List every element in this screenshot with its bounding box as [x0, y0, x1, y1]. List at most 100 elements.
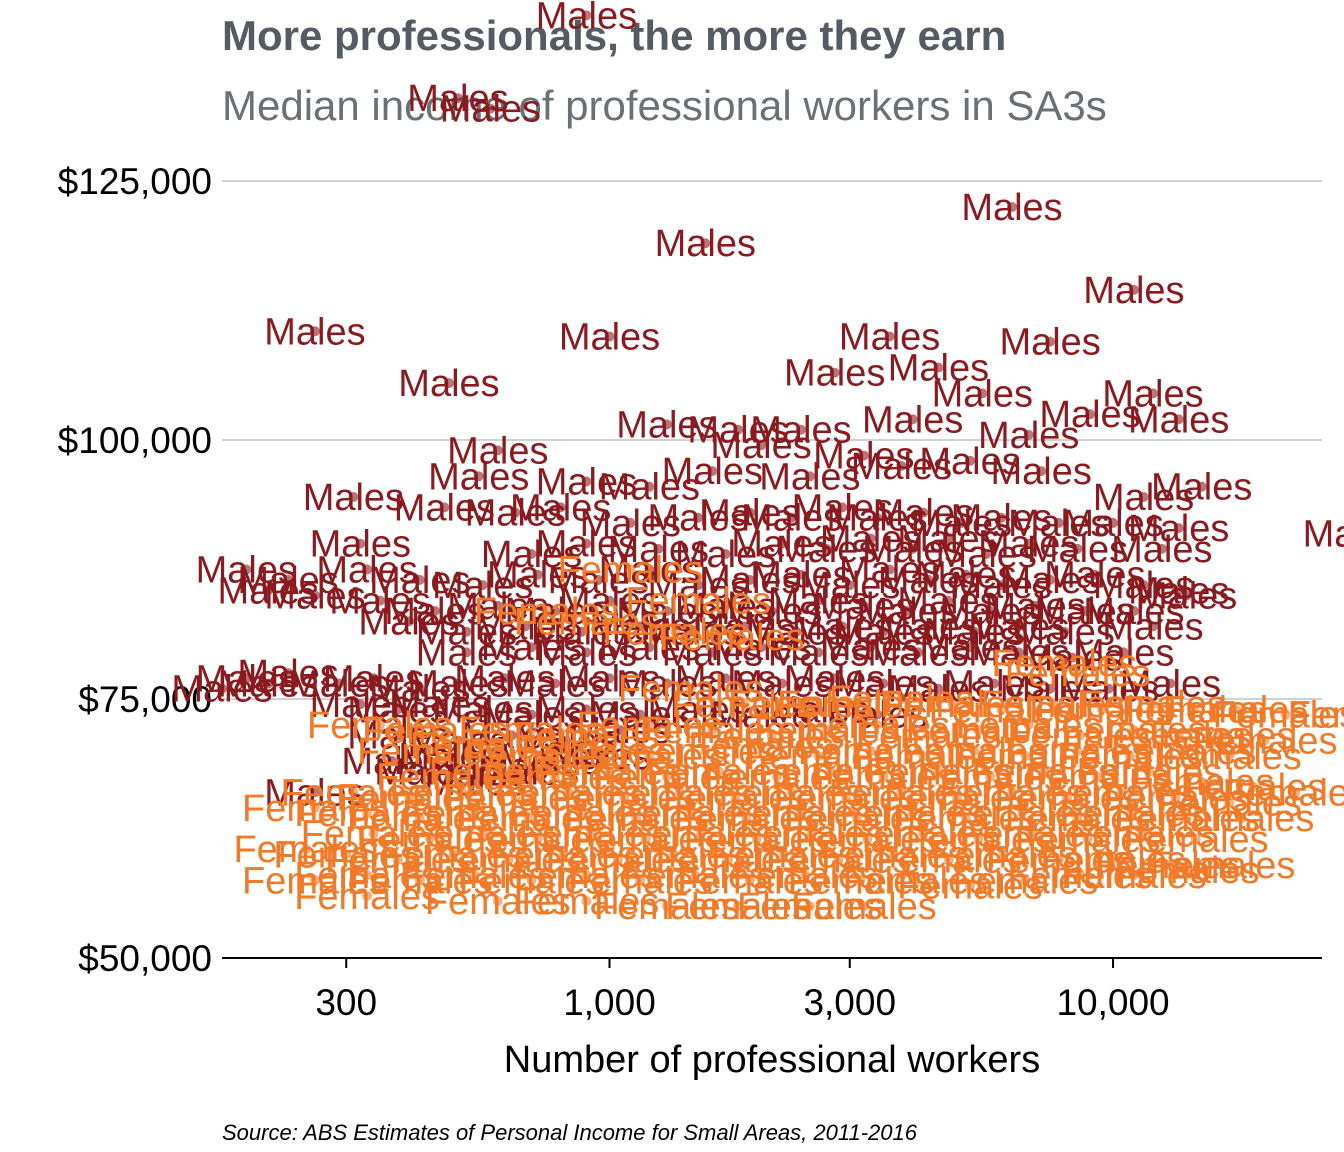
data-point [492, 445, 503, 456]
data-point [813, 751, 824, 761]
data-point [907, 543, 918, 554]
point-label: Females [971, 752, 1117, 794]
point-label: Males [919, 441, 1020, 483]
data-point [776, 538, 787, 549]
point-label: Females [829, 772, 975, 814]
data-point [1059, 657, 1070, 668]
data-point [492, 600, 503, 611]
point-label: Females [788, 860, 934, 902]
data-point [355, 538, 366, 549]
data-point [581, 476, 592, 487]
data-point [625, 564, 636, 575]
point-label: Males [1102, 607, 1203, 649]
point-label: Males [932, 373, 1033, 415]
data-point [1224, 797, 1235, 808]
data-point [1128, 870, 1139, 881]
data-point [1236, 813, 1247, 824]
point-label: Females [754, 710, 900, 752]
point-label: Males [310, 524, 411, 566]
data-point [644, 481, 655, 492]
data-point [362, 564, 373, 575]
data-point [996, 580, 1007, 591]
point-label: Females [1123, 819, 1269, 861]
data-point [756, 440, 767, 451]
data-point [923, 730, 934, 741]
data-point [844, 580, 855, 591]
data-point [965, 642, 976, 653]
data-point [1290, 787, 1301, 798]
data-point [461, 626, 472, 637]
data-point [355, 699, 366, 710]
point-label: Males [531, 612, 632, 654]
data-point [739, 621, 750, 632]
point-label: Females [294, 855, 440, 897]
point-label: Males [1128, 570, 1229, 612]
data-point [510, 507, 521, 518]
data-point [469, 776, 480, 787]
data-point [766, 605, 777, 616]
data-point [744, 875, 755, 886]
data-point [368, 673, 379, 684]
point-label: Females [521, 731, 667, 773]
point-label: Males [447, 586, 548, 628]
point-label: Females [758, 752, 904, 794]
data-point [362, 870, 373, 881]
point-label: Males [1136, 575, 1237, 617]
data-point [1162, 859, 1173, 870]
data-point [943, 854, 954, 865]
point-label: Females [632, 731, 778, 773]
point-label: Males [759, 456, 860, 498]
point-label: Females [1061, 855, 1207, 897]
data-point [942, 533, 953, 544]
data-point [907, 414, 918, 425]
data-point [309, 787, 320, 798]
data-point [1224, 751, 1235, 761]
data-point [544, 756, 555, 767]
data-point [960, 569, 971, 580]
point-label: Males [640, 612, 741, 654]
point-label: Males [310, 684, 411, 726]
point-label: Males [1102, 373, 1203, 415]
point-label: Females [325, 840, 471, 882]
data-point [477, 828, 488, 839]
data-point [837, 621, 848, 632]
point-label: Females [1103, 777, 1249, 819]
point-label: Females [1005, 653, 1151, 695]
point-label: Males [550, 736, 651, 778]
point-label: Females [273, 834, 419, 876]
data-point [581, 870, 592, 881]
point-label: Males [264, 311, 365, 353]
data-point [241, 673, 252, 684]
point-label: Females [1150, 715, 1296, 757]
data-point [1053, 854, 1064, 865]
point-label: Males [999, 560, 1100, 602]
data-point [661, 771, 672, 782]
point-label: Males [1022, 638, 1123, 680]
data-point [1108, 517, 1119, 528]
point-label: Females [601, 834, 747, 876]
point-label: Males [699, 560, 800, 602]
point-label: Females [711, 834, 857, 876]
point-label: Females [905, 819, 1051, 861]
data-point [844, 699, 855, 710]
data-point [1085, 409, 1096, 420]
data-point [1173, 523, 1184, 534]
point-label: Females [866, 752, 1012, 794]
point-label: Males [662, 632, 763, 674]
point-label: Males [347, 689, 448, 731]
data-point [429, 725, 440, 736]
point-label: Males [478, 752, 579, 794]
point-label: Males [303, 477, 404, 519]
point-label: Males [839, 316, 940, 358]
point-label: Males [1034, 591, 1135, 633]
data-point [348, 492, 359, 503]
point-label: Females [301, 814, 447, 856]
point-label: Males [862, 399, 963, 441]
data-point [744, 574, 755, 585]
data-point [532, 751, 543, 761]
point-label: Females [791, 886, 937, 928]
point-label: Males [416, 612, 517, 654]
point-label: Males [559, 316, 660, 358]
data-point [341, 849, 352, 860]
data-point [933, 766, 944, 777]
